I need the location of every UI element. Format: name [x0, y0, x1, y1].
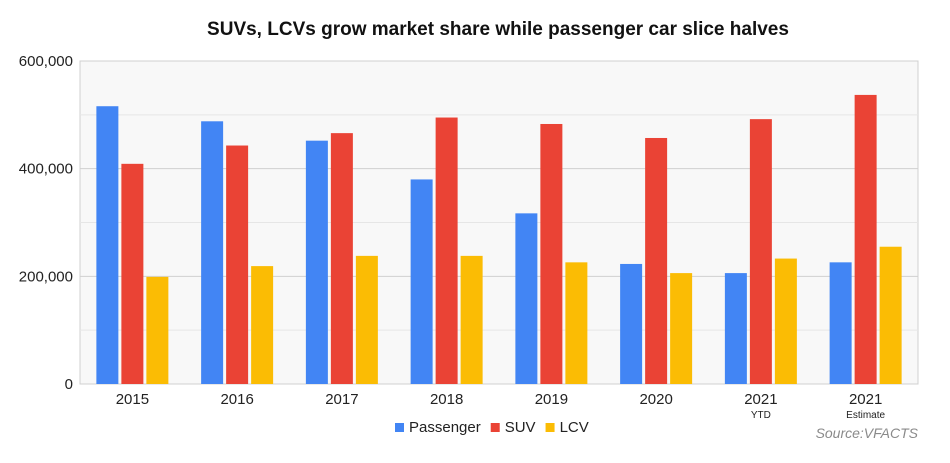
legend-swatch-passenger — [395, 423, 404, 432]
legend-swatch-suv — [490, 423, 500, 432]
y-tick-label: 0 — [65, 376, 73, 393]
bar-lcv-8 — [879, 246, 902, 384]
chart-title: SUVs, LCVs grow market share while passe… — [207, 19, 789, 40]
y-axis-ticks: 0 200,000 400,000 600,000 — [19, 53, 73, 393]
source-note: Source:VFACTS — [816, 425, 919, 441]
bar-passenger-2 — [201, 121, 224, 384]
x-tick-label: 2019 — [535, 391, 568, 408]
x-tick-label: 2015 — [116, 391, 149, 408]
bar-suv-3 — [330, 133, 353, 384]
legend: Passenger SUV LCV — [395, 419, 589, 436]
bar-suv-1 — [121, 163, 144, 384]
x-tick-label: 2021 — [849, 391, 882, 408]
bar-suv-5 — [540, 123, 563, 385]
x-tick-label: 2016 — [220, 391, 253, 408]
legend-label-lcv: LCV — [560, 419, 589, 436]
bar-lcv-3 — [355, 255, 378, 384]
x-tick-label: 2020 — [639, 391, 672, 408]
bar-suv-8 — [854, 94, 877, 384]
bar-suv-7 — [749, 119, 772, 384]
x-tick-label: 2018 — [430, 391, 463, 408]
x-tick-sublabel: YTD — [751, 410, 771, 421]
x-tick-label: 2017 — [325, 391, 358, 408]
x-tick-sublabel: Estimate — [846, 410, 885, 421]
bar-lcv-5 — [565, 262, 588, 384]
bars — [96, 94, 902, 385]
bar-lcv-2 — [251, 266, 274, 384]
bar-lcv-7 — [774, 258, 797, 384]
y-tick-label: 200,000 — [19, 268, 73, 285]
bar-passenger-3 — [305, 140, 328, 384]
bar-suv-6 — [645, 137, 668, 384]
y-tick-label: 600,000 — [19, 53, 73, 70]
x-axis-ticks: 2015 2016 2017 2018 2019 2020 2021 YTD 2021 Estim… — [116, 391, 886, 421]
bar-suv-4 — [435, 117, 458, 385]
legend-label-suv: SUV — [505, 419, 536, 436]
bar-passenger-5 — [515, 213, 538, 384]
bar-lcv-6 — [670, 273, 693, 384]
legend-label-passenger: Passenger — [409, 419, 481, 436]
bar-passenger-7 — [724, 273, 747, 384]
x-tick-label: 2021 — [744, 391, 777, 408]
bar-passenger-1 — [96, 106, 119, 384]
bar-lcv-1 — [146, 276, 169, 384]
bar-suv-2 — [226, 145, 249, 384]
bar-passenger-8 — [829, 262, 852, 384]
legend-swatch-lcv — [545, 423, 555, 432]
y-tick-label: 400,000 — [19, 161, 73, 178]
bar-passenger-4 — [410, 179, 433, 384]
bar-lcv-4 — [460, 255, 483, 384]
bar-passenger-6 — [620, 263, 643, 384]
